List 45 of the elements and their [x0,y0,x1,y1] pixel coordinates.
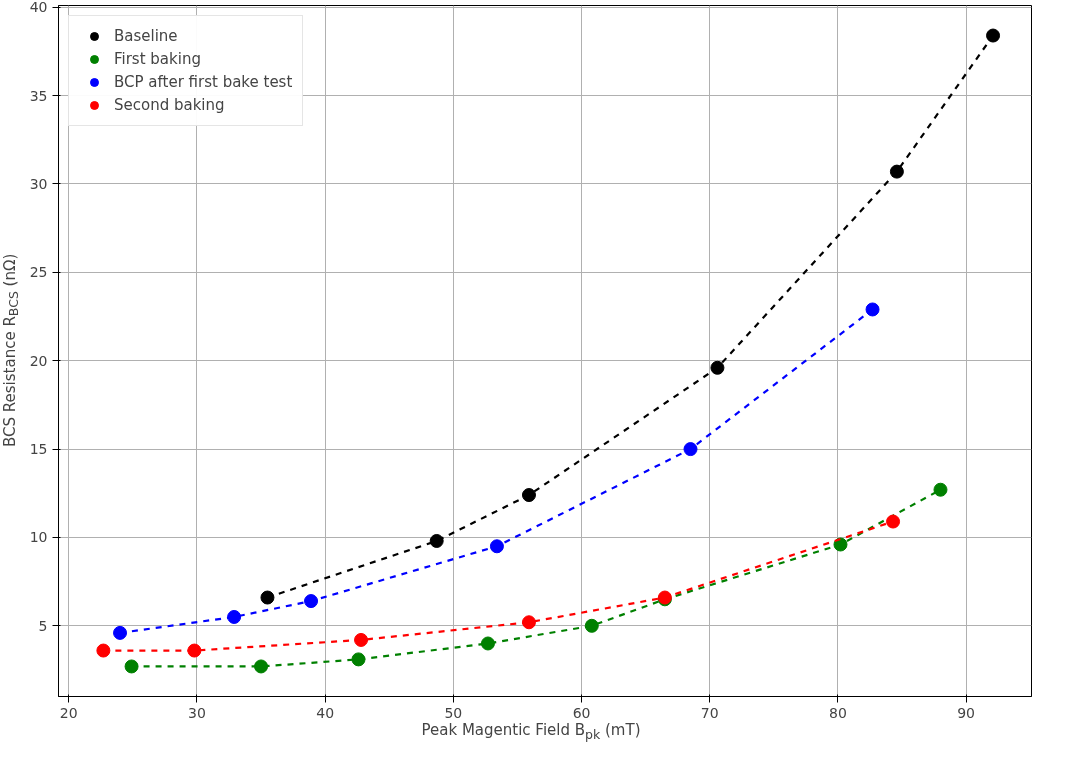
y-tick-label: 10 [29,529,48,546]
point [933,482,948,497]
point [260,590,275,605]
point [886,514,901,529]
x-tick-label: 70 [700,704,719,721]
point [584,618,599,633]
point [113,625,128,640]
y-tick-label: 5 [38,617,48,634]
x-tick-label: 60 [572,704,591,721]
point [521,615,536,630]
point [986,28,1001,43]
legend-label: First baking [114,50,201,68]
point [489,539,504,554]
y-tick-label: 40 [29,0,48,16]
x-axis-title: Peak Magentic Field B$_{pk}$ (mT) [420,720,642,744]
y-tick-label: 35 [29,87,48,104]
point [889,164,904,179]
x-tick-label: 80 [829,704,847,721]
y-tick-label: 30 [29,175,48,192]
point [865,302,880,317]
point [124,659,139,674]
legend-label: BCP after first bake test [114,73,293,91]
point [521,488,536,503]
x-tick-label: 50 [444,704,463,721]
point [833,537,848,552]
point [429,533,444,548]
x-tick-label: 90 [957,704,976,721]
point [683,442,698,457]
point [354,632,369,647]
point [710,360,725,375]
point [480,636,495,651]
point [96,643,111,658]
legend-label: Baseline [114,27,178,45]
point [227,609,242,624]
y-tick-label: 15 [29,441,48,458]
x-tick-label: 20 [59,704,78,721]
point [254,659,269,674]
y-tick-label: 25 [29,264,48,281]
x-tick-label: 40 [316,704,335,721]
legend-label: Second baking [114,96,225,114]
point [351,652,366,667]
point [304,594,319,609]
y-tick-label: 20 [29,352,48,369]
x-tick-label: 30 [188,704,206,721]
point [187,643,202,658]
